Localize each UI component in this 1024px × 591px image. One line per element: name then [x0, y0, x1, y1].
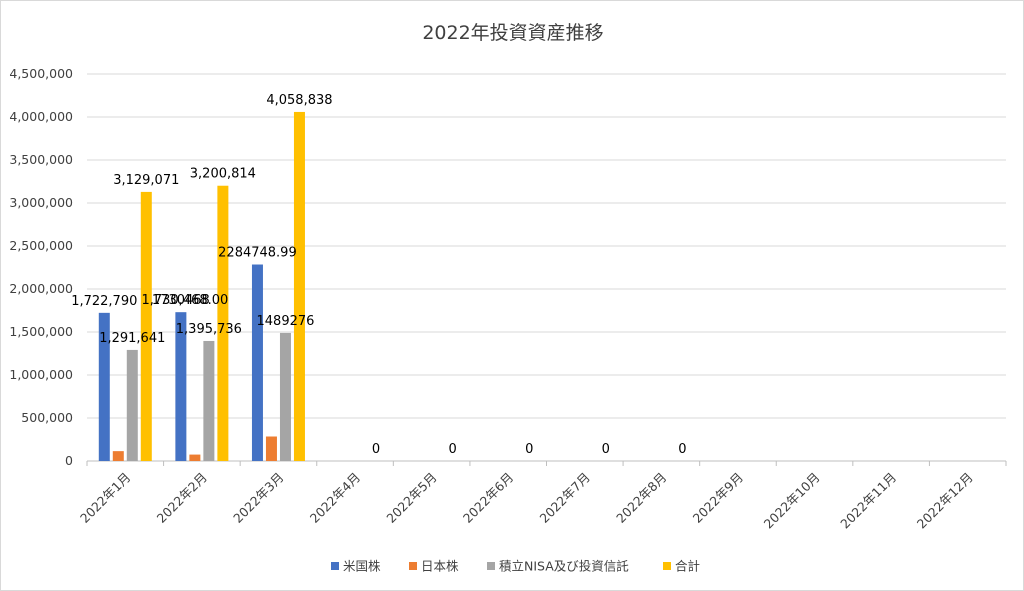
- x-tick-label: 2022年3月: [230, 470, 286, 526]
- y-tick-label: 4,500,000: [9, 66, 73, 81]
- data-label: 0: [678, 442, 686, 457]
- data-label: 4,058,838: [266, 93, 332, 108]
- bar-4: [140, 191, 152, 461]
- data-label: 2284748.99: [218, 246, 297, 261]
- bar-3: [279, 332, 291, 461]
- x-tick-label: 2022年7月: [537, 470, 593, 526]
- x-tick-label: 2022年11月: [837, 470, 899, 532]
- legend-swatch: [487, 562, 495, 570]
- y-tick-label: 0: [65, 453, 73, 468]
- bar-2: [112, 451, 124, 461]
- legend-label: 日本株: [421, 559, 459, 574]
- bars: [98, 111, 305, 462]
- bar-1: [175, 312, 187, 461]
- chart-title: 2022年投資資産推移: [422, 22, 603, 44]
- legend-label: 積立NISA及び投資信託: [499, 559, 629, 574]
- data-label: 1730468: [152, 293, 210, 308]
- y-tick-label: 500,000: [21, 410, 73, 425]
- bar-4: [293, 111, 305, 461]
- data-label: 3,129,071: [113, 173, 179, 188]
- bar-1: [251, 264, 263, 461]
- x-tick-label: 2022年4月: [307, 470, 363, 526]
- data-label: 0: [602, 442, 610, 457]
- bar-4: [217, 185, 229, 462]
- y-tick-label: 2,000,000: [9, 281, 73, 296]
- data-label-overlap: 1,730,468.00: [141, 293, 228, 308]
- legend-swatch: [331, 562, 339, 570]
- x-tick-label: 2022年10月: [761, 470, 823, 532]
- x-tick-label: 2022年2月: [154, 470, 210, 526]
- x-tick-label: 2022年6月: [460, 470, 516, 526]
- data-label: 1,395,736: [176, 322, 242, 337]
- legend-label: 米国株: [343, 559, 381, 574]
- bar-3: [126, 349, 138, 461]
- x-axis-ticks: 2022年1月 2022年2月 2022年3月 2022年4月 2022年5月 2022年…: [77, 470, 976, 532]
- bar-3: [203, 340, 215, 461]
- legend-label: 合計: [675, 559, 700, 574]
- bar-2: [189, 454, 201, 461]
- data-label: 1,722,790: [71, 294, 137, 309]
- data-labels: 1,722,790 1,291,641 3,129,071 1730468 1,395,…: [71, 93, 686, 457]
- y-axis-ticks: 0 500,000 1,000,000 1,500,000 2,000,000 2,500…: [9, 66, 73, 468]
- legend: 米国株 日本株 積立NISA及び投資信託 合計: [331, 559, 700, 574]
- x-tick-label: 2022年9月: [690, 470, 746, 526]
- x-tick-label: 2022年1月: [77, 470, 133, 526]
- data-label: 3,200,814: [190, 167, 256, 182]
- bar-2: [265, 436, 277, 461]
- y-tick-label: 1,000,000: [9, 367, 73, 382]
- y-tick-label: 1,500,000: [9, 324, 73, 339]
- y-tick-label: 3,000,000: [9, 195, 73, 210]
- gridlines: [86, 73, 1007, 466]
- data-label: 1489276: [257, 314, 315, 329]
- y-tick-label: 3,500,000: [9, 152, 73, 167]
- y-tick-label: 4,000,000: [9, 109, 73, 124]
- data-label: 0: [372, 442, 380, 457]
- y-tick-label: 2,500,000: [9, 238, 73, 253]
- data-label: 0: [448, 442, 456, 457]
- x-tick-label: 2022年12月: [914, 470, 976, 532]
- x-tick-label: 2022年8月: [613, 470, 669, 526]
- bar-1: [98, 312, 110, 461]
- x-tick-label: 2022年5月: [383, 470, 439, 526]
- data-label: 0: [525, 442, 533, 457]
- legend-swatch: [409, 562, 417, 570]
- data-label: 1,291,641: [99, 331, 165, 346]
- legend-swatch: [663, 562, 671, 570]
